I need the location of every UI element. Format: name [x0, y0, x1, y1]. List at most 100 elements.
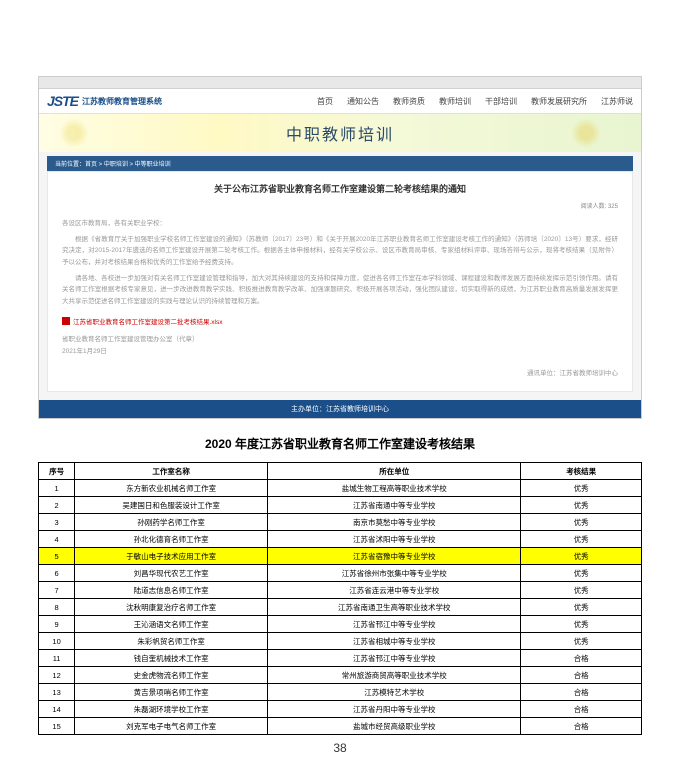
browser-screenshot: JSTE 江苏教师教育管理系统 首页 通知公告 教师资质 教师培训 干部培训 教… — [38, 76, 642, 419]
table-row: 4孙北化德育名师工作室江苏省沭阳中等专业学校优秀 — [39, 531, 642, 548]
cell-name: 陆道志信息名师工作室 — [75, 582, 268, 599]
cell-name: 钱自奎机械技术工作室 — [75, 650, 268, 667]
attachment-link[interactable]: 江苏省职业教育名师工作室建设第二批考核结果.xlsx — [62, 316, 618, 326]
cell-name: 吴建国日和色服装设计工作室 — [75, 497, 268, 514]
cell-name: 朱彩帆贸名师工作室 — [75, 633, 268, 650]
cell-unit: 江苏省徐州市张集中等专业学校 — [268, 565, 521, 582]
cell-idx: 10 — [39, 633, 75, 650]
th-index: 序号 — [39, 463, 75, 480]
cell-unit: 江苏省邗江中等专业学校 — [268, 650, 521, 667]
cell-idx: 9 — [39, 616, 75, 633]
cell-idx: 13 — [39, 684, 75, 701]
cell-unit: 江苏省南通中等专业学校 — [268, 497, 521, 514]
cell-idx: 14 — [39, 701, 75, 718]
nav-item[interactable]: 教师培训 — [439, 96, 471, 107]
cell-result: 优秀 — [521, 497, 642, 514]
cell-idx: 3 — [39, 514, 75, 531]
cell-result: 优秀 — [521, 599, 642, 616]
cell-name: 黄吉景项哨名师工作室 — [75, 684, 268, 701]
cell-unit: 江苏省丹阳中等专业学校 — [268, 701, 521, 718]
table-row: 11钱自奎机械技术工作室江苏省邗江中等专业学校合格 — [39, 650, 642, 667]
notice-greeting: 各设区市教育局，各有关职业学校： — [62, 218, 618, 230]
notice-body: 关于公布江苏省职业教育名师工作室建设第二轮考核结果的通知 阅读人数: 325 各… — [47, 171, 633, 392]
nav-item[interactable]: 江苏师说 — [601, 96, 633, 107]
cell-name: 孙北化德育名师工作室 — [75, 531, 268, 548]
table-row: 15刘克军电子电气名师工作室盐城市经贸高级职业学校合格 — [39, 718, 642, 735]
main-nav: 首页 通知公告 教师资质 教师培训 干部培训 教师发展研究所 江苏师说 — [317, 96, 633, 107]
table-row: 5于敏山电子技术应用工作室江苏省宿豫中等专业学校优秀 — [39, 548, 642, 565]
cell-idx: 8 — [39, 599, 75, 616]
cell-idx: 4 — [39, 531, 75, 548]
notice-title: 关于公布江苏省职业教育名师工作室建设第二轮考核结果的通知 — [62, 182, 618, 195]
table-header-row: 序号 工作室名称 所在单位 考核结果 — [39, 463, 642, 480]
cell-unit: 常州旅游商贸高等职业技术学校 — [268, 667, 521, 684]
nav-item[interactable]: 教师发展研究所 — [531, 96, 587, 107]
cell-name: 朱磊湖环境学校工作室 — [75, 701, 268, 718]
th-unit: 所在单位 — [268, 463, 521, 480]
th-name: 工作室名称 — [75, 463, 268, 480]
cell-unit: 盐城市经贸高级职业学校 — [268, 718, 521, 735]
cell-idx: 15 — [39, 718, 75, 735]
nav-item[interactable]: 通知公告 — [347, 96, 379, 107]
cell-unit: 江苏省邗江中等专业学校 — [268, 616, 521, 633]
site-footer: 主办单位：江苏省教师培训中心 — [39, 400, 641, 418]
cell-result: 合格 — [521, 667, 642, 684]
notice-paragraph: 请各地、各校进一步加强对有关名师工作室建设管理和指导，加大对其持续建设的支持和保… — [62, 273, 618, 308]
notice-source: 通讯单位：江苏省教师培训中心 — [62, 367, 618, 377]
cell-unit: 盐城生物工程高等职业技术学校 — [268, 480, 521, 497]
cell-name: 王沁涵语文名师工作室 — [75, 616, 268, 633]
cell-result: 优秀 — [521, 548, 642, 565]
banner-decoration-left — [59, 118, 89, 148]
cell-result: 合格 — [521, 701, 642, 718]
notice-meta: 阅读人数: 325 — [62, 201, 618, 210]
cell-idx: 5 — [39, 548, 75, 565]
sign-office: 省职业教育名师工作室建设管理办公室（代章） — [62, 334, 618, 346]
cell-idx: 11 — [39, 650, 75, 667]
table-row: 7陆道志信息名师工作室江苏省连云港中等专业学校优秀 — [39, 582, 642, 599]
nav-item[interactable]: 首页 — [317, 96, 333, 107]
page-number: 38 — [38, 741, 642, 755]
cell-unit: 江苏省宿豫中等专业学校 — [268, 548, 521, 565]
results-title: 2020 年度江苏省职业教育名师工作室建设考核结果 — [38, 435, 642, 452]
cell-result: 优秀 — [521, 480, 642, 497]
table-row: 10朱彩帆贸名师工作室江苏省相城中等专业学校优秀 — [39, 633, 642, 650]
cell-name: 史金虎物流名师工作室 — [75, 667, 268, 684]
cell-result: 优秀 — [521, 616, 642, 633]
site-logo: JSTE 江苏教师教育管理系统 — [47, 93, 162, 109]
cell-unit: 南京市莫愁中等专业学校 — [268, 514, 521, 531]
cell-result: 优秀 — [521, 565, 642, 582]
cell-idx: 2 — [39, 497, 75, 514]
cell-name: 于敏山电子技术应用工作室 — [75, 548, 268, 565]
table-row: 12史金虎物流名师工作室常州旅游商贸高等职业技术学校合格 — [39, 667, 642, 684]
cell-idx: 6 — [39, 565, 75, 582]
sign-date: 2021年1月29日 — [62, 346, 618, 358]
cell-result: 合格 — [521, 650, 642, 667]
table-row: 14朱磊湖环境学校工作室江苏省丹阳中等专业学校合格 — [39, 701, 642, 718]
cell-idx: 7 — [39, 582, 75, 599]
notice-signoff: 省职业教育名师工作室建设管理办公室（代章） 2021年1月29日 — [62, 334, 618, 357]
cell-result: 优秀 — [521, 514, 642, 531]
nav-item[interactable]: 教师资质 — [393, 96, 425, 107]
browser-chrome-bar — [39, 77, 641, 89]
logo-mark: JSTE — [47, 93, 78, 109]
cell-unit: 江苏省沭阳中等专业学校 — [268, 531, 521, 548]
table-row: 6刘昌华现代农艺工作室江苏省徐州市张集中等专业学校优秀 — [39, 565, 642, 582]
table-row: 8沈秋明康复治疗名师工作室江苏省南通卫生高等职业技术学校优秀 — [39, 599, 642, 616]
cell-result: 优秀 — [521, 531, 642, 548]
table-row: 3孙刚药学名师工作室南京市莫愁中等专业学校优秀 — [39, 514, 642, 531]
cell-name: 孙刚药学名师工作室 — [75, 514, 268, 531]
cell-name: 东方新农业机械名师工作室 — [75, 480, 268, 497]
table-row: 2吴建国日和色服装设计工作室江苏省南通中等专业学校优秀 — [39, 497, 642, 514]
banner-decoration-right — [571, 118, 601, 148]
th-result: 考核结果 — [521, 463, 642, 480]
cell-result: 合格 — [521, 718, 642, 735]
nav-item[interactable]: 干部培训 — [485, 96, 517, 107]
cell-name: 沈秋明康复治疗名师工作室 — [75, 599, 268, 616]
breadcrumb: 当前位置：首页 > 中职培训 > 中等职业培训 — [47, 156, 633, 171]
banner-title: 中职教师培训 — [286, 121, 394, 145]
cell-unit: 江苏模特艺术学校 — [268, 684, 521, 701]
cell-result: 优秀 — [521, 582, 642, 599]
cell-name: 刘克军电子电气名师工作室 — [75, 718, 268, 735]
cell-idx: 12 — [39, 667, 75, 684]
cell-unit: 江苏省南通卫生高等职业技术学校 — [268, 599, 521, 616]
